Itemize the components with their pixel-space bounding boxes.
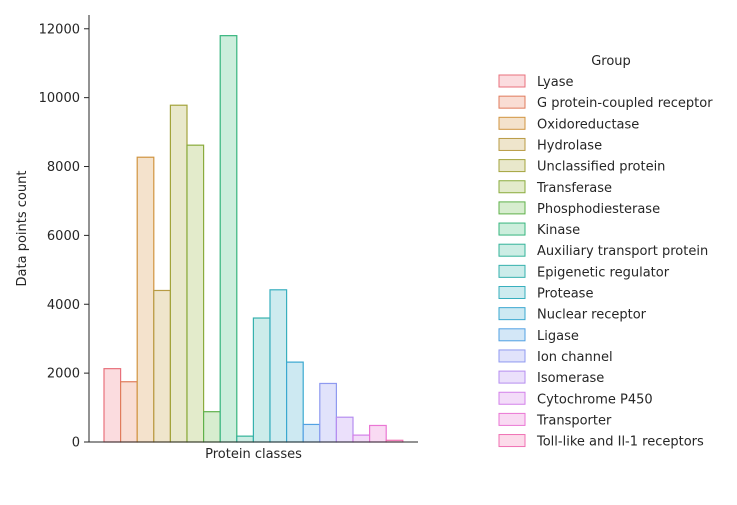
legend-swatch [498,412,526,426]
legend-label: Toll-like and Il-1 receptors [536,435,704,450]
legend-label: Transporter [536,413,612,428]
legend-swatch [498,74,526,88]
legend-label: Kinase [537,223,580,238]
bar-lyase [103,368,122,443]
legend-label: Cytochrome P450 [537,392,653,407]
bar-phosphodiesterase [203,411,221,443]
bar-g-protein-coupled-receptor [119,381,138,443]
legend-swatch [498,328,526,342]
y-tick-label: 6000 [47,229,80,244]
y-tick-label: 2000 [47,367,80,382]
legend-label: Ion channel [537,350,613,365]
legend-label: Epigenetic regulator [537,265,670,280]
bar-hydrolase [153,289,172,443]
legend-swatch [498,95,526,109]
bar-nuclear-receptor [286,361,304,443]
legend-label: Phosphodiesterase [537,202,660,217]
y-tick-label: 0 [72,436,80,451]
legend-swatch [498,264,526,278]
bars-layer [103,35,404,443]
legend-swatch [498,137,526,151]
legend-swatch [498,391,526,405]
bar-kinase [219,35,238,443]
legend-label: Unclassified protein [537,160,665,175]
y-tick-label: 4000 [47,298,80,313]
bar-auxiliary-transport-protein [236,435,255,443]
legend-label: Nuclear receptor [537,308,647,323]
legend-label: Isomerase [537,371,604,386]
legend-label: Auxiliary transport protein [537,244,708,259]
bar-epigenetic-regulator [252,317,271,443]
legend-label: Lyase [537,75,573,90]
legend-swatch [498,201,526,215]
y-axis-label: Data points count [15,171,30,287]
bar-unclassified-protein [169,104,188,443]
legend-label: Ligase [537,329,579,344]
legend-swatch [498,307,526,321]
legend-swatch [498,159,526,173]
legend-label: G protein-coupled receptor [537,96,713,111]
legend-swatch [498,243,526,257]
bar-protease [269,289,288,443]
bar-ion-channel [319,382,337,443]
legend-swatch [498,434,526,448]
axes-layer [88,15,418,443]
y-tick-label: 10000 [39,91,80,106]
bar-ligase [302,423,321,443]
legend-label: Oxidoreductase [537,117,639,132]
legend-label: Transferase [536,181,612,196]
legend-title: Group [591,54,631,69]
legend-label: Protease [537,287,593,302]
y-tick-label: 12000 [39,22,80,37]
legend-swatch [498,116,526,130]
legend-swatch [498,370,526,384]
x-axis-label: Protein classes [205,447,302,462]
legend-swatch [498,180,526,194]
legend-swatch [498,222,526,236]
legend: Group Lyase G protein-coupled receptor Oxi… [498,54,713,450]
bar-transferase [186,144,205,443]
y-ticks: 0 2000 4000 6000 8000 10000 12000 [39,22,89,451]
legend-swatch [498,286,526,299]
bar-oxidoreductase [136,156,155,443]
bar-transporter [369,424,387,443]
bar-isomerase [335,416,354,443]
legend-label: Hydrolase [537,138,602,153]
y-tick-label: 8000 [47,160,80,175]
legend-swatch [498,349,526,363]
bar-cytochrome-p450 [352,434,371,443]
